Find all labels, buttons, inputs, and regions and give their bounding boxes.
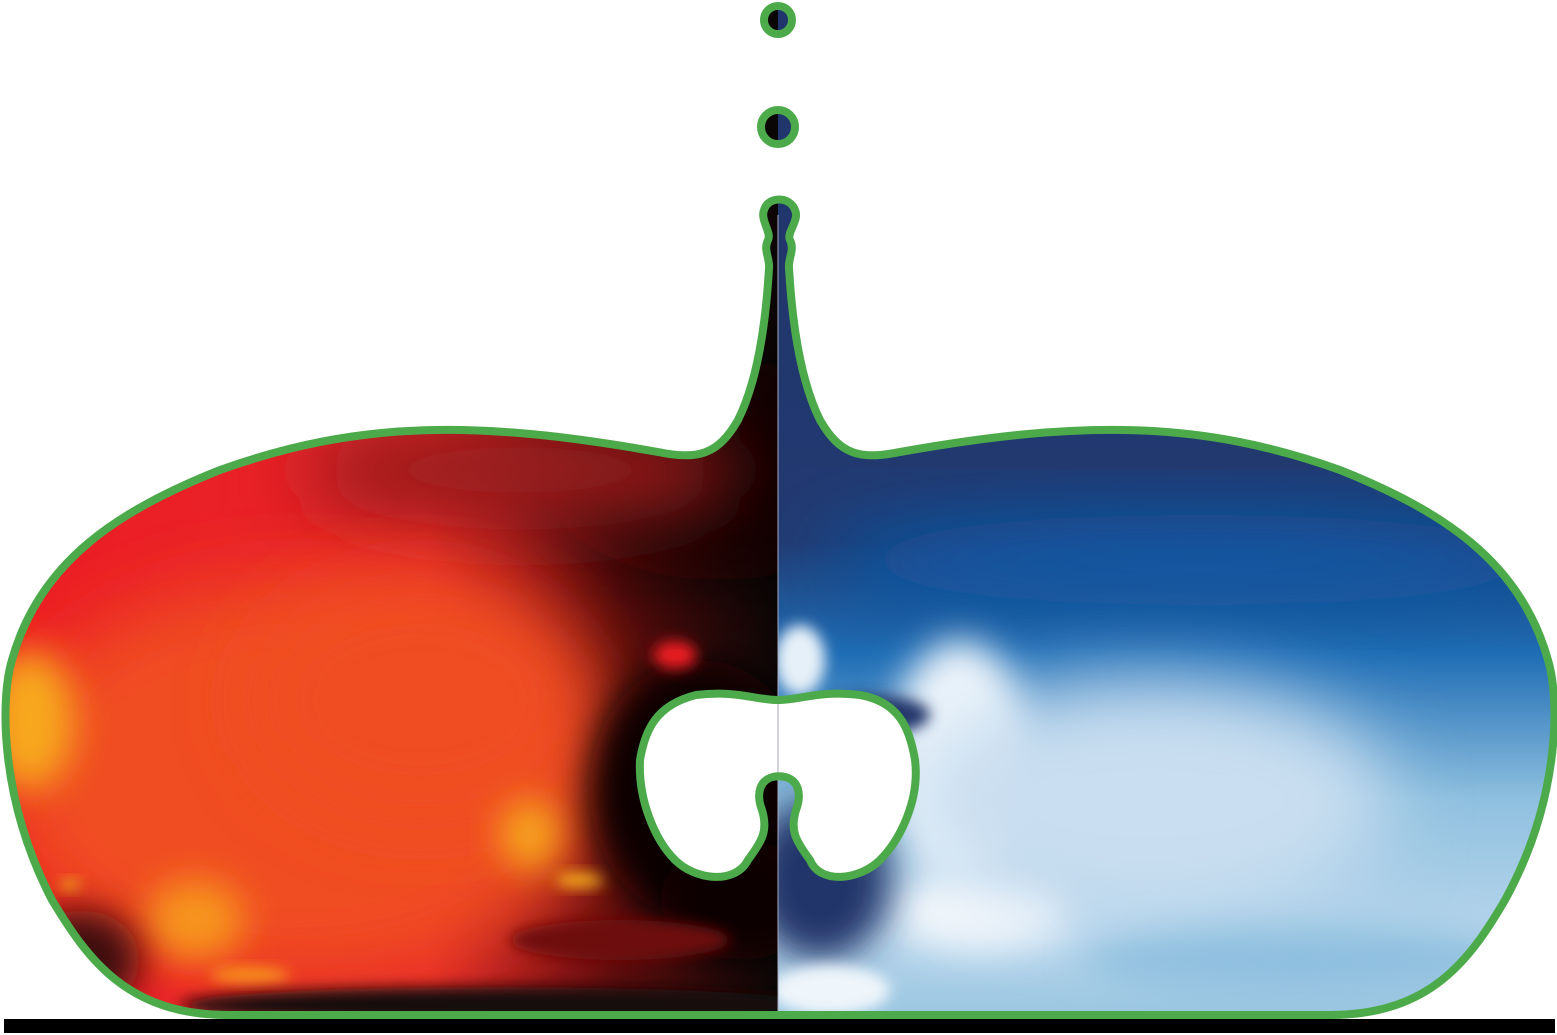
substrate-wall — [4, 1019, 1555, 1033]
satellite-droplet-top — [760, 2, 796, 38]
satellite-droplet-middle — [757, 106, 799, 148]
right-half-blues-field — [778, 199, 1555, 1015]
